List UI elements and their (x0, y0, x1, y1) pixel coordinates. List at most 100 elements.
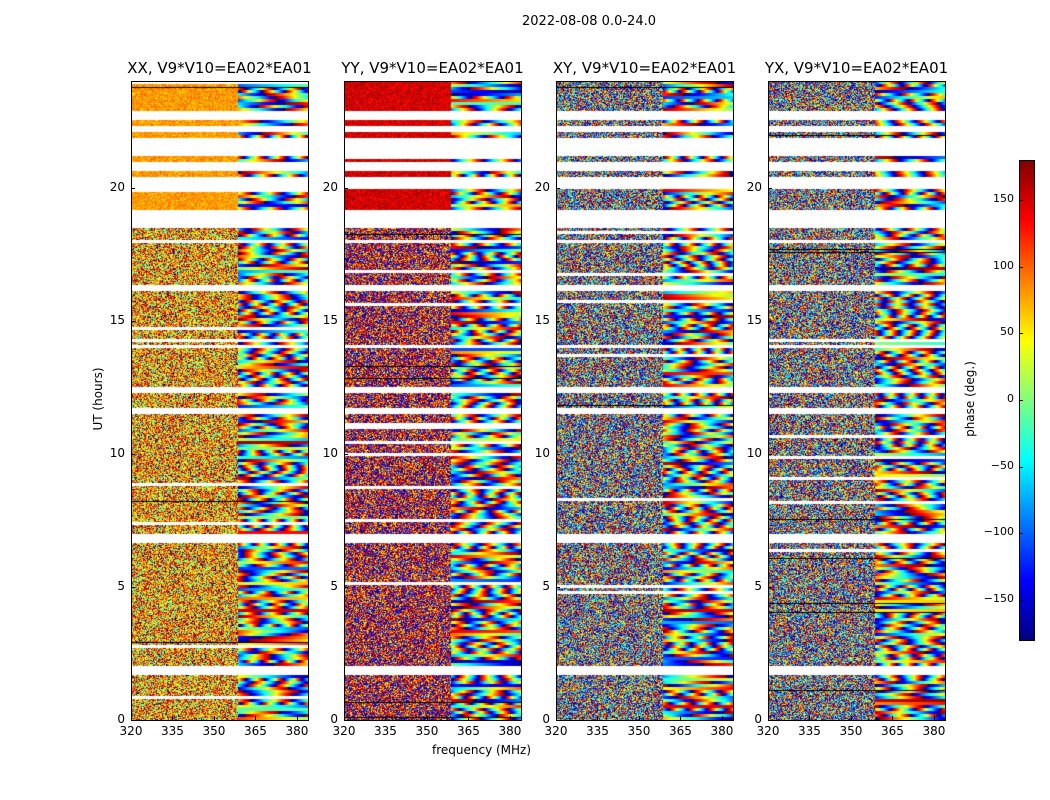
y-tick-mark (768, 320, 772, 322)
x-tick-mark (638, 716, 640, 720)
panel-title: YY, V9*V10=EA02*EA01 (341, 59, 524, 77)
y-tick-mark (344, 187, 348, 189)
x-tick-label: 320 (119, 724, 143, 738)
x-tick-mark (131, 716, 132, 720)
panel-frame (344, 81, 522, 721)
y-tick-mark (344, 586, 348, 588)
x-tick-label: 380 (922, 724, 946, 738)
x-tick-mark (721, 716, 723, 720)
panel-frame (768, 81, 946, 721)
x-tick-mark (509, 716, 511, 720)
colorbar (1019, 160, 1034, 640)
x-tick-label: 380 (285, 724, 309, 738)
colorbar-tick-mark (1019, 466, 1023, 468)
y-tick-mark (556, 720, 560, 721)
y-tick-mark (556, 187, 560, 189)
heatmap-panel (556, 81, 733, 720)
y-tick-label: 20 (746, 179, 762, 194)
y-tick-label: 15 (322, 312, 338, 327)
y-tick-label: 15 (534, 312, 550, 327)
x-axis-label: frequency (MHz) (432, 743, 532, 757)
colorbar-tick-label: 150 (993, 192, 1014, 205)
x-tick-label: 350 (627, 724, 651, 738)
x-tick-label: 350 (839, 724, 863, 738)
y-axis-label: UT (hours) (91, 367, 105, 431)
x-tick-mark (296, 716, 298, 720)
colorbar-tick-mark (1019, 333, 1023, 335)
y-tick-mark (131, 320, 135, 322)
y-tick-label: 20 (534, 179, 550, 194)
x-tick-mark (809, 716, 811, 720)
x-tick-mark (426, 716, 428, 720)
y-tick-label: 5 (117, 578, 125, 593)
x-tick-label: 320 (756, 724, 780, 738)
x-tick-mark (385, 716, 387, 720)
x-tick-label: 335 (374, 724, 397, 738)
x-tick-mark (850, 716, 852, 720)
y-tick-label: 20 (109, 179, 125, 194)
y-tick-mark (556, 453, 560, 455)
y-tick-label: 10 (322, 445, 338, 460)
y-tick-mark (768, 586, 772, 588)
y-tick-mark (131, 586, 135, 588)
x-tick-mark (344, 716, 345, 720)
panel-frame (556, 81, 734, 721)
x-tick-label: 380 (498, 724, 522, 738)
colorbar-tick-label: 100 (993, 258, 1014, 272)
panel-title: XY, V9*V10=EA02*EA01 (552, 59, 737, 77)
y-tick-label: 20 (322, 179, 338, 194)
y-tick-mark (344, 720, 348, 721)
panel-frame (131, 81, 309, 721)
heatmap-panel (344, 81, 521, 720)
y-tick-label: 0 (754, 712, 762, 726)
x-tick-label: 335 (586, 724, 609, 738)
colorbar-tick-mark (1019, 266, 1023, 268)
figure-title: 2022-08-08 0.0-24.0 (522, 14, 656, 29)
x-tick-label: 350 (202, 724, 226, 738)
x-tick-mark (172, 716, 174, 720)
x-tick-label: 335 (161, 724, 184, 738)
heatmap-panel (768, 81, 945, 720)
y-tick-label: 15 (746, 312, 762, 327)
colorbar-tick-mark (1019, 400, 1023, 401)
y-tick-mark (556, 320, 560, 322)
x-tick-mark (933, 716, 935, 720)
y-tick-mark (768, 187, 772, 189)
colorbar-tick-mark (1019, 600, 1023, 601)
x-tick-label: 320 (544, 724, 568, 738)
y-tick-mark (344, 320, 348, 322)
y-tick-label: 0 (330, 712, 338, 726)
panel-title: YX, V9*V10=EA02*EA01 (764, 59, 949, 77)
y-tick-label: 5 (330, 578, 338, 593)
colorbar-tick-mark (1019, 533, 1023, 535)
y-tick-label: 10 (534, 445, 550, 460)
x-tick-label: 350 (415, 724, 439, 738)
y-tick-mark (131, 720, 135, 721)
y-tick-label: 10 (109, 445, 125, 460)
panel-title: XX, V9*V10=EA02*EA01 (127, 59, 312, 77)
x-tick-label: 365 (881, 724, 904, 738)
y-tick-mark (131, 453, 135, 455)
x-tick-label: 365 (669, 724, 692, 738)
y-tick-mark (344, 453, 348, 455)
colorbar-tick-label: −50 (990, 458, 1014, 472)
colorbar-tick-label: −150 (983, 592, 1014, 605)
y-tick-label: 0 (542, 712, 550, 726)
x-tick-mark (468, 716, 470, 720)
x-tick-mark (892, 716, 894, 720)
colorbar-tick-mark (1019, 200, 1023, 201)
x-tick-label: 320 (332, 724, 356, 738)
x-tick-label: 365 (244, 724, 267, 738)
y-tick-label: 5 (754, 578, 762, 593)
colorbar-tick-label: 0 (1007, 392, 1014, 405)
colorbar-tick-label: 50 (1000, 325, 1014, 339)
x-tick-mark (556, 716, 557, 720)
x-tick-label: 365 (457, 724, 480, 738)
y-tick-mark (131, 187, 135, 189)
y-tick-label: 10 (746, 445, 762, 460)
y-tick-label: 15 (109, 312, 125, 327)
x-tick-mark (255, 716, 257, 720)
x-tick-mark (680, 716, 682, 720)
x-tick-mark (213, 716, 215, 720)
